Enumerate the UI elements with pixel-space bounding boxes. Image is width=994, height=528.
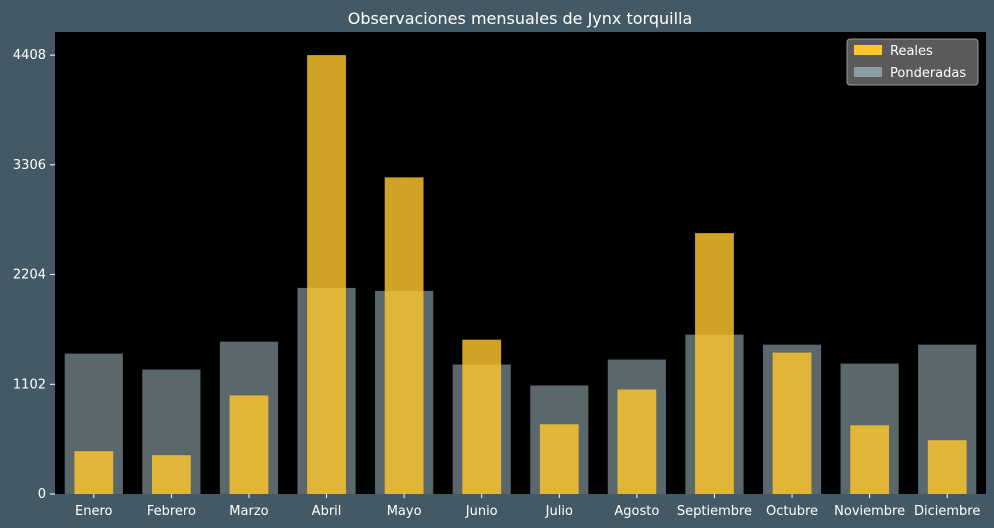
bar-reales-noviembre <box>850 425 890 494</box>
y-tick-label-2204: 2204 <box>13 268 46 283</box>
y-tick-label-4408: 4408 <box>13 48 46 63</box>
bar-reales-diciembre <box>927 440 967 494</box>
x-tick-label-mayo: Mayo <box>387 504 422 519</box>
bar-reales-enero <box>74 451 114 494</box>
legend-swatch-reales <box>854 45 882 55</box>
x-tick-label-abril: Abril <box>312 504 342 519</box>
x-tick-label-marzo: Marzo <box>229 504 268 519</box>
legend-label-ponderadas: Ponderadas <box>890 66 966 81</box>
x-axis: Enero Febrero Marzo Abril Mayo Junio Julio Agos… <box>75 494 980 519</box>
legend-swatch-ponderadas <box>854 67 882 77</box>
bar-reales-octubre <box>772 352 812 494</box>
bar-reales-julio <box>539 424 579 494</box>
y-axis: 0 1102 2204 3306 4408 <box>13 48 55 502</box>
x-tick-label-noviembre: Noviembre <box>834 504 905 519</box>
chart-title: Observaciones mensuales de Jynx torquill… <box>348 9 693 28</box>
legend: Reales Ponderadas <box>846 38 979 86</box>
x-tick-label-julio: Julio <box>545 504 573 519</box>
bar-reales-abril <box>307 55 346 494</box>
x-tick-label-agosto: Agosto <box>614 504 659 519</box>
reales-bars <box>74 55 967 494</box>
bar-reales-febrero <box>151 455 191 494</box>
x-tick-label-diciembre: Diciembre <box>914 504 980 519</box>
bar-reales-marzo <box>229 395 269 494</box>
x-tick-label-enero: Enero <box>75 504 113 519</box>
x-tick-label-septiembre: Septiembre <box>677 504 752 519</box>
y-tick-label-3306: 3306 <box>13 158 46 173</box>
bar-reales-mayo <box>384 177 424 494</box>
y-tick-label-1102: 1102 <box>13 377 46 392</box>
x-tick-label-febrero: Febrero <box>147 504 196 519</box>
bar-reales-agosto <box>617 389 657 494</box>
bar-reales-septiembre <box>695 233 734 494</box>
y-tick-label-0: 0 <box>38 487 46 502</box>
x-tick-label-junio: Junio <box>465 504 498 519</box>
legend-label-reales: Reales <box>890 44 933 59</box>
x-tick-label-octubre: Octubre <box>766 504 818 519</box>
bar-reales-junio <box>462 339 502 494</box>
plot-area <box>55 32 986 494</box>
